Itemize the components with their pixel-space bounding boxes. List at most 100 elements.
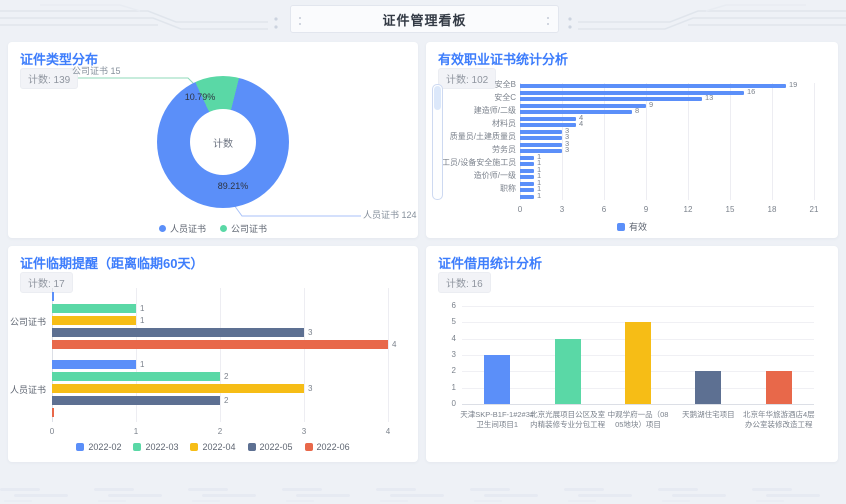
title-box-dots-right bbox=[547, 13, 550, 29]
bar[interactable] bbox=[520, 175, 534, 180]
value-label: 13 bbox=[705, 93, 714, 102]
bar[interactable] bbox=[520, 103, 646, 108]
bar[interactable] bbox=[520, 116, 576, 121]
bar[interactable] bbox=[520, 142, 562, 147]
bar[interactable] bbox=[554, 338, 581, 404]
pie-callout-company-value: 15 bbox=[110, 66, 121, 76]
gridline bbox=[52, 288, 53, 422]
pie-slice-pct-person: 89.21% bbox=[217, 181, 249, 191]
legend-label: 2022-06 bbox=[316, 442, 350, 452]
bar[interactable] bbox=[520, 84, 786, 89]
bar[interactable] bbox=[520, 90, 744, 95]
legend-item[interactable]: 公司证书 bbox=[220, 222, 267, 235]
pie-callout-person: 人员证书 124 bbox=[363, 208, 417, 221]
legend-item[interactable]: 2022-03 bbox=[133, 442, 178, 452]
legend-label: 2022-03 bbox=[145, 442, 179, 452]
scrollbar-handle[interactable] bbox=[434, 86, 441, 110]
legend-swatch bbox=[616, 222, 625, 231]
donut-center-label: 计数 bbox=[190, 109, 256, 175]
value-label: 2 bbox=[224, 372, 229, 381]
page-title-text: 证件管理看板 bbox=[382, 12, 467, 28]
bar[interactable] bbox=[52, 292, 54, 301]
scrollbar-slider[interactable] bbox=[432, 84, 443, 200]
bar[interactable] bbox=[484, 355, 511, 404]
x-axis-category-label: 天津SKP-B1F-1#2#3# 卫生间项目1 bbox=[458, 410, 536, 429]
legend-item[interactable]: 2022-02 bbox=[76, 442, 121, 452]
bar[interactable] bbox=[520, 97, 702, 102]
value-label: 4 bbox=[392, 340, 397, 349]
x-axis-tick-label: 15 bbox=[725, 205, 735, 214]
category-label-line: 05地块）项目 bbox=[615, 419, 661, 429]
gridline bbox=[772, 83, 773, 200]
bar-legend: 2022-02 2022-03 2022-04 2022-05 2022-06 bbox=[8, 442, 418, 452]
gridline bbox=[688, 83, 689, 200]
bar[interactable] bbox=[520, 129, 562, 134]
bar[interactable] bbox=[695, 371, 722, 404]
bar[interactable] bbox=[52, 384, 304, 393]
legend-item[interactable]: 2022-05 bbox=[247, 442, 293, 452]
page-title: 证件管理看板 bbox=[290, 5, 559, 33]
bar[interactable] bbox=[520, 110, 632, 115]
header: 证件管理看板 bbox=[0, 0, 846, 40]
legend-label: 人员证书 bbox=[169, 224, 206, 234]
bar[interactable] bbox=[52, 340, 388, 349]
category-label-line: 天津SKP-B1F-1#2#3# bbox=[460, 410, 535, 419]
pie-slice-pct-company: 10.79% bbox=[184, 92, 216, 102]
category-label: 安全C bbox=[494, 92, 516, 102]
x-axis-tick-label: 6 bbox=[601, 205, 607, 214]
x-axis-tick-label: 9 bbox=[643, 205, 649, 214]
x-axis-tick-label: 1 bbox=[133, 427, 139, 436]
bar[interactable] bbox=[520, 136, 562, 141]
bar[interactable] bbox=[52, 328, 304, 337]
legend-label: 2022-02 bbox=[88, 442, 122, 452]
pie-legend: 人员证书 公司证书 bbox=[8, 222, 418, 235]
bar[interactable] bbox=[520, 155, 534, 160]
gridline bbox=[388, 288, 389, 422]
bar[interactable] bbox=[765, 371, 792, 404]
legend-label: 2022-05 bbox=[259, 442, 293, 452]
legend-swatch bbox=[158, 225, 166, 232]
value-label: 1 bbox=[537, 177, 542, 187]
value-label: 3 bbox=[565, 138, 570, 148]
y-axis-tick-label: 3 bbox=[451, 350, 456, 359]
bar[interactable] bbox=[520, 181, 534, 186]
pie-callout-person-name: 人员证书 bbox=[363, 210, 400, 220]
bar-legend: 有效 bbox=[426, 220, 838, 233]
category-label: 施工员/设备安全施工员 bbox=[434, 157, 517, 167]
bar[interactable] bbox=[625, 322, 651, 404]
panel-valid-certs: 有效职业证书统计分析 计数: 102 0 3 6 9 12 15 18 21 安全B 19 16 安全… bbox=[426, 42, 838, 238]
gridline bbox=[136, 288, 137, 422]
value-label: 3 bbox=[565, 132, 570, 141]
x-axis-tick-label: 2 bbox=[217, 427, 223, 436]
gridline bbox=[520, 83, 521, 200]
bar[interactable] bbox=[520, 194, 534, 199]
bar[interactable] bbox=[520, 162, 534, 167]
bar[interactable] bbox=[52, 396, 220, 405]
donut-chart[interactable]: 计数 bbox=[157, 76, 289, 208]
legend-item[interactable]: 人员证书 bbox=[158, 222, 206, 235]
panel-valid-certs-count-badge: 计数: 102 bbox=[438, 68, 497, 89]
bar[interactable] bbox=[520, 188, 534, 193]
bar[interactable] bbox=[52, 360, 136, 369]
category-label-line: 内精装修专业分包工程 bbox=[530, 419, 606, 429]
pie-callout-person-value: 124 bbox=[401, 210, 417, 220]
legend-item[interactable]: 2022-06 bbox=[304, 442, 350, 452]
x-axis-category-label: 中观学府一品（08 05地块）项目 bbox=[599, 410, 677, 429]
y-axis-tick-label: 6 bbox=[451, 301, 456, 310]
legend-item[interactable]: 有效 bbox=[616, 220, 647, 233]
legend-item[interactable]: 2022-04 bbox=[190, 442, 236, 452]
bar[interactable] bbox=[520, 168, 534, 173]
x-axis-tick-label: 3 bbox=[301, 427, 307, 436]
x-axis-tick-label: 4 bbox=[385, 427, 391, 436]
bar[interactable] bbox=[52, 408, 54, 417]
bar[interactable] bbox=[52, 316, 136, 325]
category-label-line: 中观学府一品（08 bbox=[607, 410, 669, 419]
group-label: 公司证书 bbox=[9, 316, 46, 327]
legend-swatch bbox=[190, 443, 199, 451]
bar[interactable] bbox=[520, 123, 576, 128]
panel-borrow: 证件借用统计分析 计数: 16 0 1 2 3 4 5 6 天津SKP-B1F-1#2#3# 卫… bbox=[426, 246, 838, 462]
bar[interactable] bbox=[52, 372, 220, 381]
bar[interactable] bbox=[52, 304, 136, 313]
value-label: 1 bbox=[140, 304, 145, 313]
bar[interactable] bbox=[520, 149, 562, 154]
